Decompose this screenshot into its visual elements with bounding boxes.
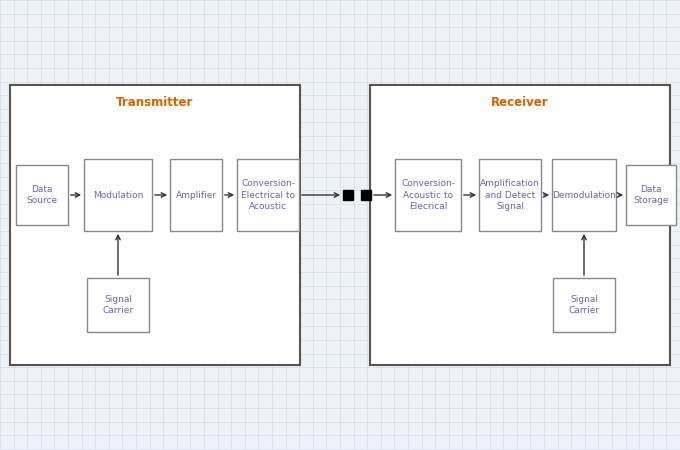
Bar [361, 190, 371, 200]
Text: Modulation: Modulation [92, 190, 143, 199]
Bar [16, 165, 68, 225]
Bar [553, 278, 615, 332]
Bar [626, 165, 676, 225]
Text: Conversion-
Acoustic to
Elecrical: Conversion- Acoustic to Elecrical [401, 180, 455, 211]
Bar [170, 159, 222, 231]
Text: Amplification
and Detect
Signal: Amplification and Detect Signal [480, 180, 540, 211]
Text: Signal
Carrier: Signal Carrier [103, 295, 133, 315]
Bar [552, 159, 616, 231]
Text: Demodulation: Demodulation [552, 190, 616, 199]
Bar [237, 159, 299, 231]
Bar [479, 159, 541, 231]
Text: Data
Storage: Data Storage [633, 185, 668, 205]
Bar [395, 159, 461, 231]
Text: Data
Source: Data Source [27, 185, 58, 205]
Text: Signal
Carrier: Signal Carrier [568, 295, 600, 315]
Text: Transmitter: Transmitter [116, 96, 194, 109]
Text: Receiver: Receiver [491, 96, 549, 109]
Bar [343, 190, 353, 200]
Text: Amplifier: Amplifier [175, 190, 216, 199]
Text: Conversion-
Electrical to
Acoustic: Conversion- Electrical to Acoustic [241, 180, 295, 211]
Bar [370, 85, 670, 365]
Bar [84, 159, 152, 231]
Bar [87, 278, 149, 332]
Bar [10, 85, 300, 365]
